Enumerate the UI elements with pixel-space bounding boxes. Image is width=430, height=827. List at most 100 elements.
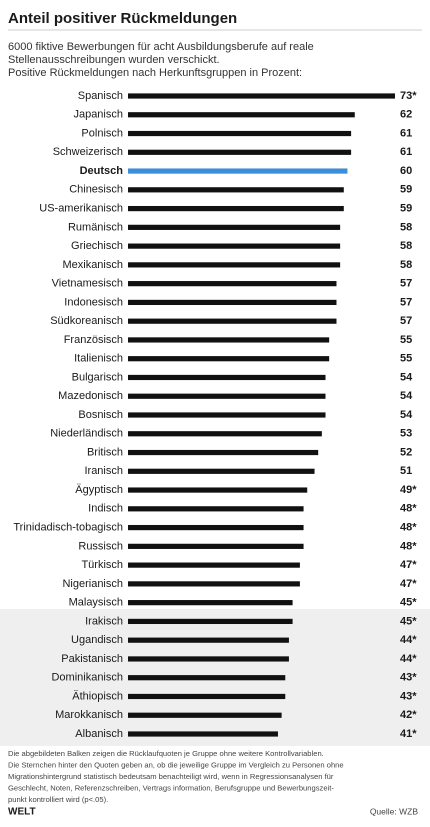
category-label: Japanisch xyxy=(73,109,123,121)
value-label: 60 xyxy=(400,165,412,177)
value-label: 48* xyxy=(400,521,417,533)
category-label: Französisch xyxy=(64,334,123,346)
category-label: Malaysisch xyxy=(69,597,123,609)
category-label: Polnisch xyxy=(81,127,123,139)
value-label: 45* xyxy=(400,615,417,627)
bar xyxy=(128,693,286,700)
bar xyxy=(128,581,300,587)
bar xyxy=(128,524,304,531)
category-label: Indisch xyxy=(88,503,123,515)
bar xyxy=(128,562,300,568)
category-label: Italienisch xyxy=(74,353,123,365)
category-label: Südkoreanisch xyxy=(50,315,123,327)
footnote: Geschlecht, Noten, Referenzschreiben, Ve… xyxy=(8,784,334,793)
bar xyxy=(128,731,278,737)
category-label: Rumänisch xyxy=(68,221,123,233)
category-label: Iranisch xyxy=(84,465,123,477)
value-label: 57 xyxy=(400,296,412,308)
category-label: Irakisch xyxy=(85,615,123,627)
category-label: Mexikanisch xyxy=(62,259,123,271)
category-label: Pakistanisch xyxy=(61,653,123,665)
value-label: 44* xyxy=(400,653,417,665)
value-label: 47* xyxy=(400,578,417,590)
value-label: 59 xyxy=(400,184,412,196)
category-label: Spanisch xyxy=(78,90,123,102)
value-label: 53 xyxy=(400,428,412,440)
bar xyxy=(128,356,330,362)
value-label: 57 xyxy=(400,315,412,327)
bar xyxy=(128,130,352,137)
bar xyxy=(128,149,352,155)
bar xyxy=(128,168,348,174)
bar xyxy=(128,637,289,643)
category-label: Russisch xyxy=(78,540,123,552)
bar xyxy=(128,205,344,212)
category-label: Bosnisch xyxy=(78,409,123,421)
source: Quelle: WZB xyxy=(370,806,419,816)
subtitle: 6000 fiktive Bewerbungen für acht Ausbil… xyxy=(8,41,314,53)
subtitle: Stellenausschreibungen wurden verschickt… xyxy=(8,54,220,66)
bar xyxy=(128,468,315,474)
bar xyxy=(128,93,395,99)
category-label: Britisch xyxy=(87,446,123,458)
footnote: punkt kontrolliert wird (p<.05). xyxy=(8,795,108,804)
bar xyxy=(128,506,304,512)
category-label: Chinesisch xyxy=(69,184,123,196)
bar xyxy=(128,431,322,437)
bar xyxy=(128,487,308,493)
value-label: 61 xyxy=(400,146,412,158)
bar xyxy=(128,675,286,681)
value-label: 73* xyxy=(400,90,417,102)
value-label: 58 xyxy=(400,259,412,271)
category-label: Indonesisch xyxy=(64,296,123,308)
category-label: Albanisch xyxy=(75,728,123,740)
value-label: 57 xyxy=(400,278,412,290)
value-label: 41* xyxy=(400,728,417,740)
category-label: Ägyptisch xyxy=(75,484,123,496)
value-label: 47* xyxy=(400,559,417,571)
category-label: US-amerikanisch xyxy=(39,202,123,214)
category-label: Ugandisch xyxy=(71,634,123,646)
bar xyxy=(128,224,341,230)
bar xyxy=(128,712,282,718)
category-label: Marokkanisch xyxy=(55,709,123,721)
value-label: 42* xyxy=(400,709,417,721)
bar xyxy=(128,262,341,268)
subtitle: Positive Rückmeldungen nach Herkunftsgru… xyxy=(8,67,302,79)
value-label: 55 xyxy=(400,353,412,365)
bar xyxy=(128,393,326,399)
value-label: 61 xyxy=(400,127,412,139)
category-label: Griechisch xyxy=(71,240,123,252)
bar xyxy=(128,656,289,662)
bar xyxy=(128,187,344,193)
value-label: 43* xyxy=(400,690,417,702)
category-label: Nigerianisch xyxy=(62,578,123,590)
bar xyxy=(128,299,337,306)
value-label: 43* xyxy=(400,672,417,684)
bar xyxy=(128,618,293,625)
category-label: Bulgarisch xyxy=(72,371,123,383)
value-label: 45* xyxy=(400,597,417,609)
value-label: 48* xyxy=(400,540,417,552)
value-label: 49* xyxy=(400,484,417,496)
bar xyxy=(128,318,337,324)
value-label: 48* xyxy=(400,503,417,515)
brand: WELT xyxy=(8,807,36,818)
bar xyxy=(128,337,330,343)
footnote: Die abgebildeten Balken zeigen die Rückl… xyxy=(8,749,324,758)
value-label: 51 xyxy=(400,465,412,477)
category-label: Vietnamesisch xyxy=(52,278,123,290)
value-label: 52 xyxy=(400,446,412,458)
bar xyxy=(128,412,326,418)
category-label: Schweizerisch xyxy=(53,146,123,158)
category-label: Niederländisch xyxy=(50,428,123,440)
value-label: 54 xyxy=(400,390,413,402)
bar xyxy=(128,543,304,549)
chart-title: Anteil positiver Rückmeldungen xyxy=(8,10,237,27)
value-label: 54 xyxy=(400,371,413,383)
value-label: 58 xyxy=(400,221,412,233)
value-label: 55 xyxy=(400,334,412,346)
category-label: Türkisch xyxy=(81,559,123,571)
category-label: Mazedonisch xyxy=(58,390,123,402)
